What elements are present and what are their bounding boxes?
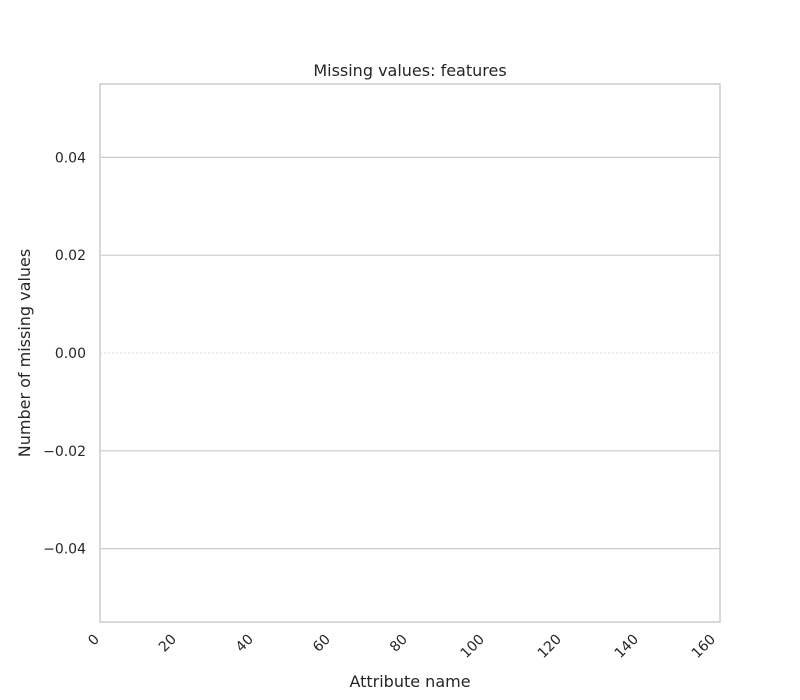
plot-frame (99, 83, 721, 623)
y-axis-label: Number of missing values (15, 249, 34, 457)
y-tick-label: −0.04 (43, 542, 86, 558)
chart-title: Missing values: features (313, 61, 506, 80)
x-tick-label: 120 (535, 632, 565, 662)
x-tick-label: 20 (156, 632, 180, 656)
x-tick-label: 0 (85, 632, 103, 650)
y-tick-label: 0.02 (55, 248, 86, 264)
grid-lines (100, 156, 720, 550)
x-tick-label: 140 (612, 632, 642, 662)
x-tick-label: 40 (233, 632, 257, 656)
x-axis-label: Attribute name (349, 672, 470, 691)
y-tick-label: 0.04 (55, 150, 86, 166)
x-tick-label: 100 (458, 632, 488, 662)
y-tick-label: −0.02 (43, 444, 86, 460)
y-tick-label: 0.00 (55, 346, 86, 362)
x-tick-label: 160 (689, 632, 719, 662)
x-tick-label: 60 (310, 632, 334, 656)
y-tick-labels: 0.04 0.02 0.00 −0.02 −0.04 (43, 150, 86, 557)
x-tick-label: 80 (387, 632, 411, 656)
x-tick-labels: 0 20 40 60 80 100 120 140 160 (85, 632, 719, 662)
